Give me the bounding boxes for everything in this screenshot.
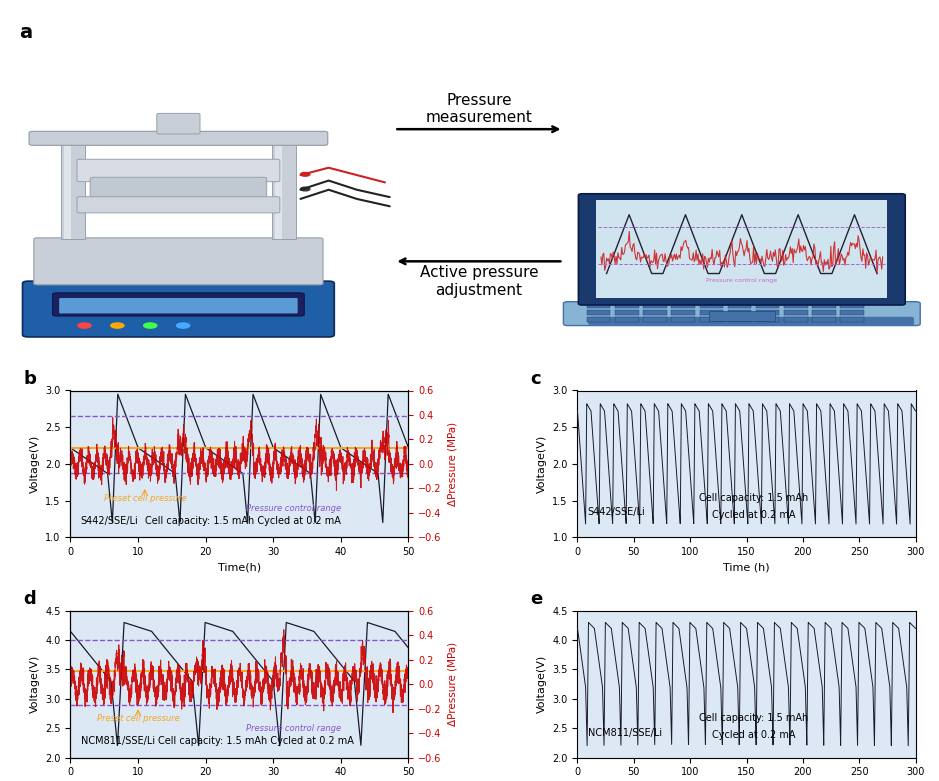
Bar — [700, 317, 723, 322]
FancyBboxPatch shape — [29, 131, 328, 145]
Text: Cell capacity: 1.5 mAh: Cell capacity: 1.5 mAh — [699, 493, 808, 503]
Text: Preset cell pressure: Preset cell pressure — [104, 494, 187, 503]
Bar — [64, 144, 71, 239]
Text: Active pressure
adjustment: Active pressure adjustment — [420, 266, 538, 298]
Bar — [643, 303, 667, 308]
FancyBboxPatch shape — [563, 301, 920, 326]
Bar — [615, 317, 639, 322]
Bar — [728, 317, 751, 322]
Bar — [756, 317, 779, 322]
Text: d: d — [23, 590, 36, 608]
Text: Cell capacity: 1.5 mAh Cycled at 0.2 mA: Cell capacity: 1.5 mAh Cycled at 0.2 mA — [145, 515, 341, 526]
Circle shape — [177, 323, 190, 328]
Bar — [784, 317, 808, 322]
Bar — [700, 303, 723, 308]
Bar — [671, 317, 695, 322]
Y-axis label: Voltage(V): Voltage(V) — [30, 435, 39, 493]
Text: S442/SSE/Li: S442/SSE/Li — [81, 515, 138, 526]
Text: Pressure
measurement: Pressure measurement — [425, 93, 532, 125]
Bar — [840, 310, 864, 315]
Y-axis label: ΔPressure (MPa): ΔPressure (MPa) — [447, 422, 457, 506]
Bar — [596, 200, 887, 298]
Text: e: e — [531, 590, 543, 608]
FancyBboxPatch shape — [90, 177, 267, 201]
Circle shape — [300, 187, 310, 191]
Bar — [728, 310, 751, 315]
Text: Preset cell pressure: Preset cell pressure — [98, 714, 180, 723]
Bar — [615, 303, 639, 308]
FancyBboxPatch shape — [578, 194, 905, 305]
Bar — [587, 310, 610, 315]
Text: Cell capacity: 1.5 mAh Cycled at 0.2 mA: Cell capacity: 1.5 mAh Cycled at 0.2 mA — [159, 736, 354, 746]
Text: c: c — [531, 369, 541, 387]
X-axis label: Time(h): Time(h) — [218, 562, 261, 572]
Bar — [615, 310, 639, 315]
FancyBboxPatch shape — [53, 293, 304, 316]
Bar — [840, 303, 864, 308]
Text: a: a — [19, 23, 32, 41]
Circle shape — [111, 323, 124, 328]
Bar — [587, 303, 610, 308]
X-axis label: Time (h): Time (h) — [723, 562, 770, 572]
FancyBboxPatch shape — [589, 317, 914, 325]
Bar — [709, 311, 775, 321]
Circle shape — [78, 323, 91, 328]
FancyBboxPatch shape — [34, 238, 323, 285]
Bar — [784, 310, 808, 315]
Y-axis label: Voltage(V): Voltage(V) — [537, 655, 546, 713]
FancyBboxPatch shape — [77, 197, 280, 213]
Text: S442/SSE/Li: S442/SSE/Li — [588, 508, 645, 517]
Bar — [756, 310, 779, 315]
Text: Pressure control range: Pressure control range — [246, 724, 342, 733]
Text: Pressure control range: Pressure control range — [246, 504, 342, 513]
Bar — [812, 303, 836, 308]
Bar — [643, 310, 667, 315]
Bar — [812, 317, 836, 322]
Text: Pressure control range: Pressure control range — [706, 278, 777, 283]
FancyBboxPatch shape — [23, 281, 334, 337]
Bar — [756, 303, 779, 308]
Circle shape — [144, 323, 157, 328]
Text: Cell capacity: 1.5 mAh: Cell capacity: 1.5 mAh — [699, 713, 808, 723]
Y-axis label: Voltage(V): Voltage(V) — [30, 655, 39, 713]
Bar — [812, 310, 836, 315]
FancyBboxPatch shape — [77, 159, 280, 182]
Bar — [587, 317, 610, 322]
Y-axis label: Voltage(V): Voltage(V) — [537, 435, 546, 493]
Bar — [61, 144, 85, 239]
Text: Cycled at 0.2 mA: Cycled at 0.2 mA — [712, 510, 795, 520]
Bar — [728, 303, 751, 308]
Bar — [671, 303, 695, 308]
Circle shape — [300, 173, 310, 177]
Bar — [784, 303, 808, 308]
Bar — [275, 144, 283, 239]
Text: NCM811/SSE/Li: NCM811/SSE/Li — [588, 728, 662, 737]
Y-axis label: ΔPressure (MPa): ΔPressure (MPa) — [447, 642, 457, 726]
FancyBboxPatch shape — [157, 113, 200, 134]
Text: b: b — [23, 369, 36, 387]
Bar — [700, 310, 723, 315]
Bar — [643, 317, 667, 322]
Bar — [840, 317, 864, 322]
Bar — [671, 310, 695, 315]
Text: Cycled at 0.2 mA: Cycled at 0.2 mA — [712, 730, 795, 740]
Text: NCM811/SSE/Li: NCM811/SSE/Li — [81, 736, 155, 746]
FancyBboxPatch shape — [59, 298, 298, 313]
Bar — [272, 144, 296, 239]
